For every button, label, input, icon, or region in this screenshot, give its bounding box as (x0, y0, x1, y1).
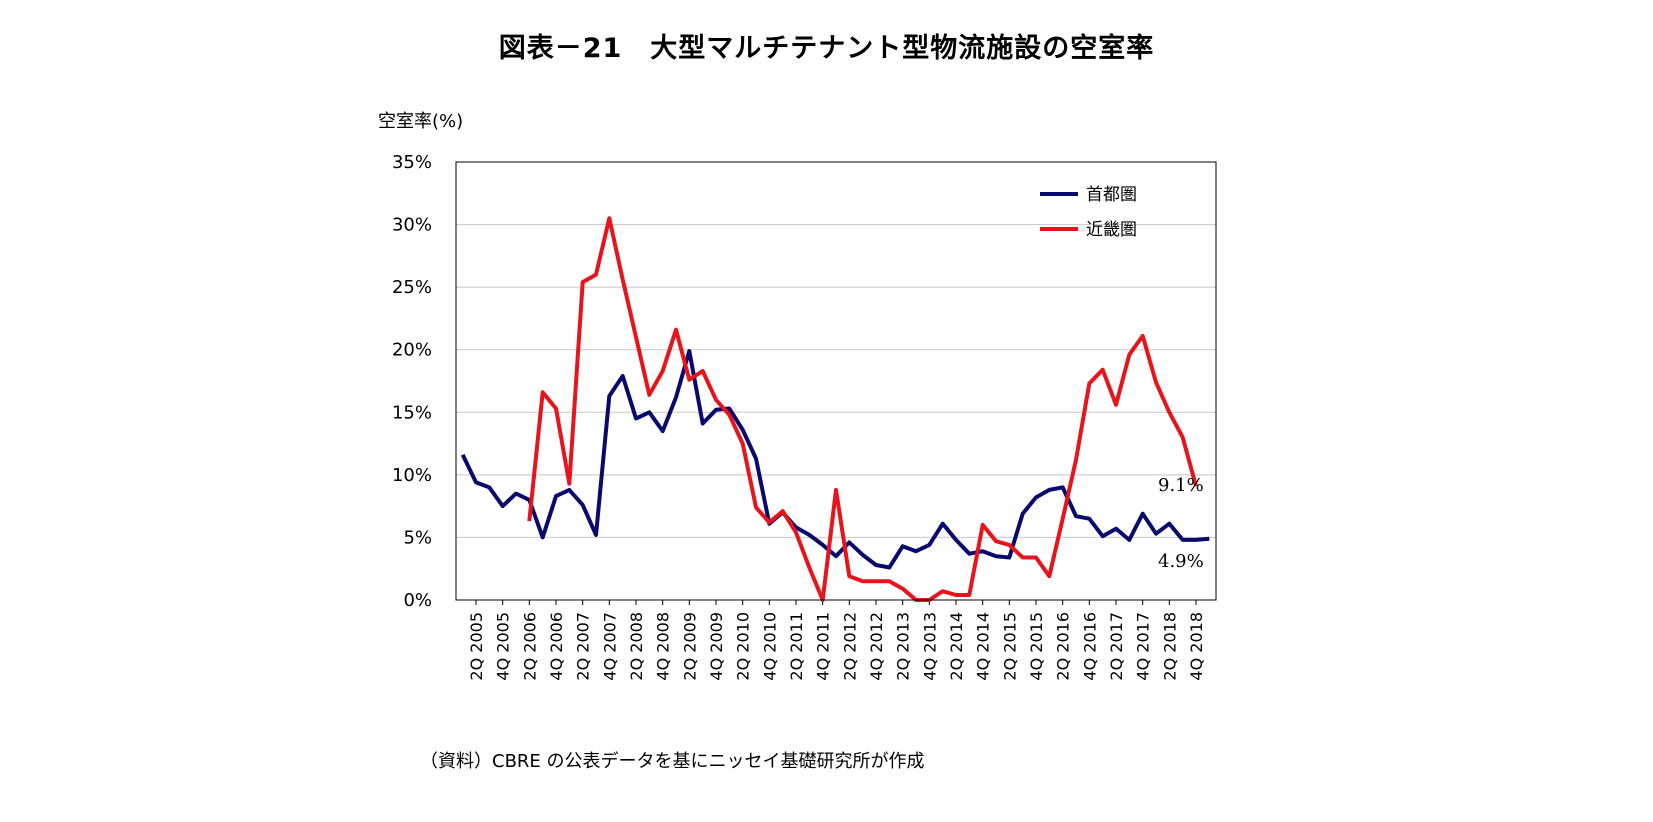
x-tick-label: 2Q 2013 (894, 612, 913, 681)
y-tick-label: 25% (392, 277, 432, 298)
legend-label-shutoken: 首都圏 (1086, 185, 1137, 205)
y-tick-label: 10% (392, 465, 432, 486)
x-tick-label: 2Q 2015 (1000, 612, 1019, 681)
x-tick-label: 4Q 2010 (760, 612, 779, 681)
annotation-shutoken-last: 4.9% (1158, 551, 1204, 572)
x-tick-label: 4Q 2007 (600, 612, 619, 681)
x-tick-label: 4Q 2014 (974, 612, 993, 681)
x-tick-label: 4Q 2015 (1027, 612, 1046, 681)
x-tick-label: 4Q 2012 (867, 612, 886, 681)
legend-label-kinki: 近畿圏 (1086, 220, 1137, 240)
x-tick-label: 4Q 2018 (1187, 612, 1206, 681)
series-lines (460, 216, 1210, 602)
plot-frame (455, 161, 1217, 601)
annotation-kinki-last: 9.1% (1158, 475, 1204, 496)
x-tick-label: 4Q 2006 (547, 612, 566, 681)
x-tick-label: 2Q 2008 (627, 612, 646, 681)
x-tick-label: 4Q 2009 (707, 612, 726, 681)
x-tick-label: 2Q 2010 (734, 612, 753, 681)
x-tick-label: 4Q 2011 (814, 612, 833, 681)
y-tick-label: 35% (392, 152, 432, 173)
x-tick-label: 2Q 2009 (680, 612, 699, 681)
y-tick-label: 15% (392, 402, 432, 423)
x-tick-label: 4Q 2013 (920, 612, 939, 681)
x-tick-label: 4Q 2008 (654, 612, 673, 681)
series-line-kinki (527, 216, 1198, 602)
x-tick-label: 2Q 2018 (1160, 612, 1179, 681)
y-axis-ticks: 0% 5% 10% 15% 20% 25% 30% 35% (392, 152, 432, 611)
x-tick-label: 2Q 2016 (1054, 612, 1073, 681)
x-tick-label: 4Q 2017 (1134, 612, 1153, 681)
y-tick-label: 20% (392, 340, 432, 361)
x-tick-label: 2Q 2006 (520, 612, 539, 681)
x-tick-label: 4Q 2016 (1080, 612, 1099, 681)
chart-title: 図表－21 大型マルチテナント型物流施設の空室率 (498, 33, 1155, 64)
series-line-shutoken (460, 349, 1210, 570)
line-chart: 空室率(%) 0% 5% 10% 15% 20% 25% 30% 35% 2Q 2005 4Q … (378, 111, 1217, 681)
source-note: （資料）CBRE の公表データを基にニッセイ基礎研究所が作成 (420, 751, 925, 772)
y-tick-label: 30% (392, 215, 432, 236)
x-tick-label: 2Q 2005 (467, 612, 486, 681)
x-tick-label: 2Q 2014 (947, 612, 966, 681)
gridlines (456, 224, 1216, 538)
x-tick-label: 2Q 2007 (574, 612, 593, 681)
y-tick-label: 0% (403, 590, 432, 611)
x-axis-ticks: 2Q 2005 4Q 2005 2Q 2006 4Q 2006 2Q 2007 4Q 20… (467, 600, 1206, 681)
legend: 首都圏 近畿圏 (1040, 185, 1137, 240)
x-tick-label: 2Q 2012 (840, 612, 859, 681)
x-tick-label: 2Q 2017 (1107, 612, 1126, 681)
x-tick-label: 4Q 2005 (494, 612, 513, 681)
y-tick-label: 5% (403, 527, 432, 548)
x-tick-label: 2Q 2011 (787, 612, 806, 681)
y-axis-label: 空室率(%) (378, 111, 463, 132)
